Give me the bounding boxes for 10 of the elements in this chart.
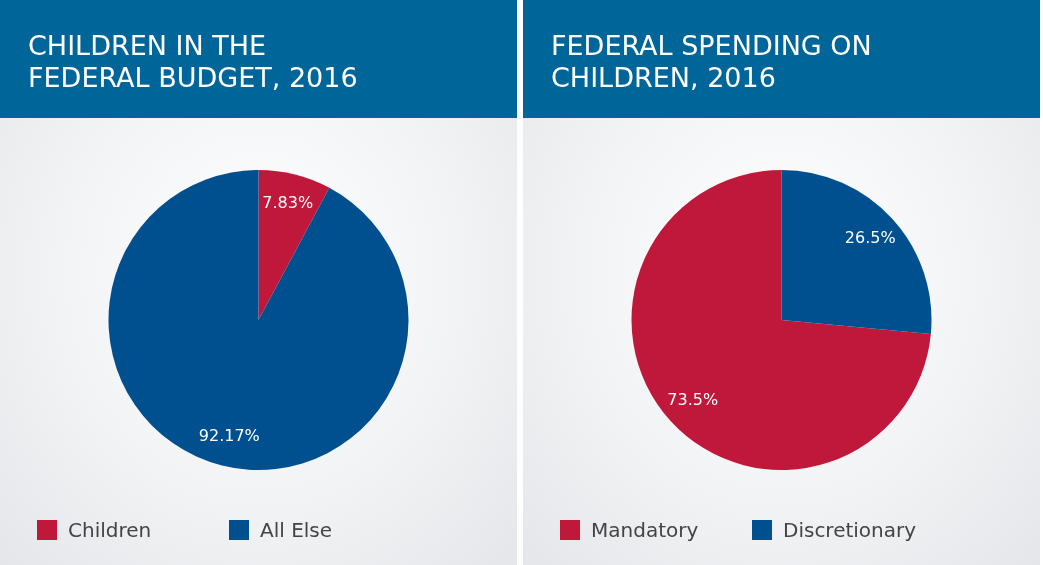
legend-label: Mandatory	[591, 518, 699, 542]
data-label: 92.17%	[198, 425, 260, 445]
legend-label: All Else	[260, 518, 333, 542]
data-label: 73.5%	[667, 389, 719, 409]
legend-label: Children	[68, 518, 152, 542]
chart-title: CHILDREN IN THE FEDERAL BUDGET, 2016	[28, 30, 359, 94]
chart-title: FEDERAL SPENDING ON CHILDREN, 2016	[551, 30, 873, 94]
data-label: 7.83%	[262, 192, 314, 212]
legend-label: Discretionary	[783, 518, 917, 542]
data-label: 26.5%	[844, 228, 896, 248]
